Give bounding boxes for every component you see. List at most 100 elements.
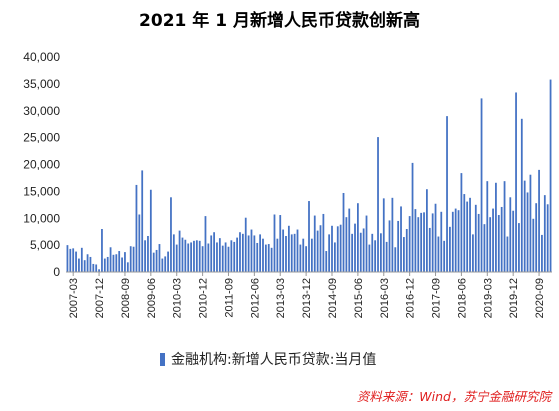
x-tick-label: 2015-06 xyxy=(353,278,365,318)
bar xyxy=(408,216,411,272)
y-tick-label: 40,000 xyxy=(23,50,60,64)
bar xyxy=(512,210,515,272)
bar xyxy=(218,238,221,272)
bar xyxy=(397,220,400,272)
bar xyxy=(216,242,218,272)
bar xyxy=(178,230,181,272)
bar xyxy=(394,247,397,272)
bar xyxy=(147,235,149,272)
bar xyxy=(368,244,371,272)
bar xyxy=(333,242,336,272)
y-tick-label: 15,000 xyxy=(23,184,60,198)
bar xyxy=(348,208,351,272)
bar xyxy=(489,217,492,272)
bar xyxy=(121,257,123,272)
bar xyxy=(403,237,405,272)
bar xyxy=(106,256,109,272)
bar xyxy=(98,269,100,272)
bar xyxy=(362,228,365,272)
legend: 金融机构:新增人民币贷款:当月值 xyxy=(160,349,376,369)
bar xyxy=(351,233,354,272)
bar xyxy=(385,241,388,272)
bar xyxy=(535,203,538,272)
bar xyxy=(95,264,98,272)
bar xyxy=(463,194,466,272)
x-tick-label: 2014-09 xyxy=(327,278,339,318)
bar xyxy=(224,242,227,272)
bar xyxy=(520,118,523,272)
bar xyxy=(267,244,270,272)
bar xyxy=(529,174,532,272)
bar xyxy=(195,240,198,272)
bar xyxy=(299,244,302,272)
bar xyxy=(457,210,460,272)
x-tick-label: 2007-12 xyxy=(94,278,106,318)
bar xyxy=(204,216,207,272)
bar xyxy=(92,263,95,272)
bar xyxy=(66,245,69,273)
bar xyxy=(434,203,437,272)
bar xyxy=(132,246,135,272)
bar xyxy=(400,206,402,272)
bar xyxy=(282,229,285,272)
bar xyxy=(503,181,506,272)
bar xyxy=(126,262,129,272)
bar xyxy=(420,212,423,273)
bar xyxy=(518,223,520,272)
bar xyxy=(164,256,167,272)
bar xyxy=(357,203,359,272)
bar xyxy=(417,217,420,272)
bar xyxy=(236,237,238,272)
bar xyxy=(193,240,195,272)
x-tick-label: 2009-06 xyxy=(146,278,158,318)
bar xyxy=(175,244,178,272)
bar xyxy=(287,225,290,272)
bar xyxy=(477,213,480,272)
x-tick-label: 2010-03 xyxy=(172,278,184,318)
bar xyxy=(446,116,448,273)
bar xyxy=(149,189,152,272)
bar xyxy=(538,169,540,273)
bar xyxy=(549,79,552,272)
bar xyxy=(336,226,339,272)
bar xyxy=(158,244,161,272)
bar xyxy=(241,233,244,272)
y-tick-label: 5,000 xyxy=(30,238,60,252)
bar xyxy=(201,246,204,272)
bar xyxy=(72,248,75,272)
bar xyxy=(451,211,454,272)
bar xyxy=(250,229,253,272)
bar xyxy=(515,92,517,272)
bar xyxy=(184,239,187,272)
x-tick-label: 2010-12 xyxy=(198,278,210,318)
bar xyxy=(141,170,144,272)
bar xyxy=(75,251,77,272)
bar xyxy=(472,234,474,273)
bar xyxy=(253,235,256,272)
legend-label: 金融机构:新增人民币贷款:当月值 xyxy=(171,352,377,368)
y-tick-label: 25,000 xyxy=(23,131,60,145)
bar xyxy=(480,98,483,272)
bar xyxy=(103,258,106,272)
x-tick-label: 2012-06 xyxy=(249,278,261,318)
bar xyxy=(233,241,236,272)
bar xyxy=(167,251,169,272)
bar xyxy=(382,198,385,272)
bar xyxy=(440,211,443,272)
bar xyxy=(460,173,463,272)
bar xyxy=(118,251,121,272)
legend-swatch xyxy=(160,352,165,366)
bar xyxy=(172,234,175,273)
bar xyxy=(155,249,158,272)
bar xyxy=(115,254,118,272)
bar xyxy=(426,189,428,272)
bar xyxy=(500,206,503,272)
bar xyxy=(296,229,299,272)
bar xyxy=(276,238,279,272)
x-tick-label: 2013-12 xyxy=(301,278,313,318)
bar xyxy=(374,240,377,272)
bar xyxy=(109,247,112,272)
bar xyxy=(89,256,92,272)
bar xyxy=(523,180,526,273)
